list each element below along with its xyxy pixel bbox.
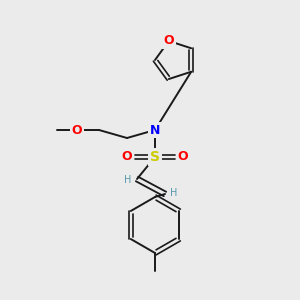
Text: H: H — [124, 175, 132, 185]
Text: O: O — [122, 151, 132, 164]
Text: H: H — [170, 188, 178, 198]
Text: O: O — [164, 34, 174, 47]
Text: S: S — [150, 150, 160, 164]
Text: N: N — [150, 124, 160, 136]
Text: O: O — [72, 124, 82, 136]
Text: O: O — [178, 151, 188, 164]
